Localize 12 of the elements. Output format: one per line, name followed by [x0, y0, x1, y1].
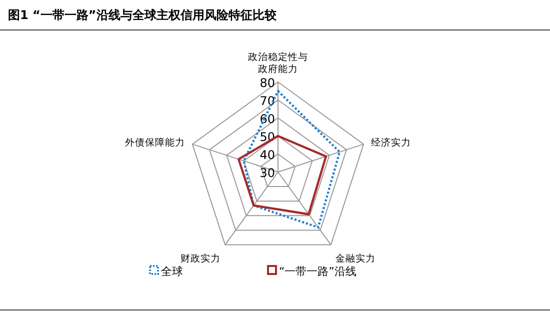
y-tick-label: 80: [260, 76, 275, 90]
chart-title: 图1 “一带一路”沿线与全球主权信用风险特征比较: [8, 8, 278, 22]
spoke-label: 外债保障能力: [124, 136, 185, 149]
legend-label: 全球: [161, 265, 183, 278]
legend-label: “一带一路”沿线: [279, 265, 356, 278]
y-tick-label: 30: [260, 166, 275, 180]
spoke-label: 财政实力: [180, 252, 220, 264]
spoke-label: 金融实力: [336, 252, 376, 264]
spoke-label: 政治稳定性与政府能力: [248, 51, 308, 75]
y-tick-label: 40: [260, 148, 275, 162]
y-tick-label: 60: [260, 112, 275, 126]
spoke-label: 经济实力: [371, 136, 412, 149]
